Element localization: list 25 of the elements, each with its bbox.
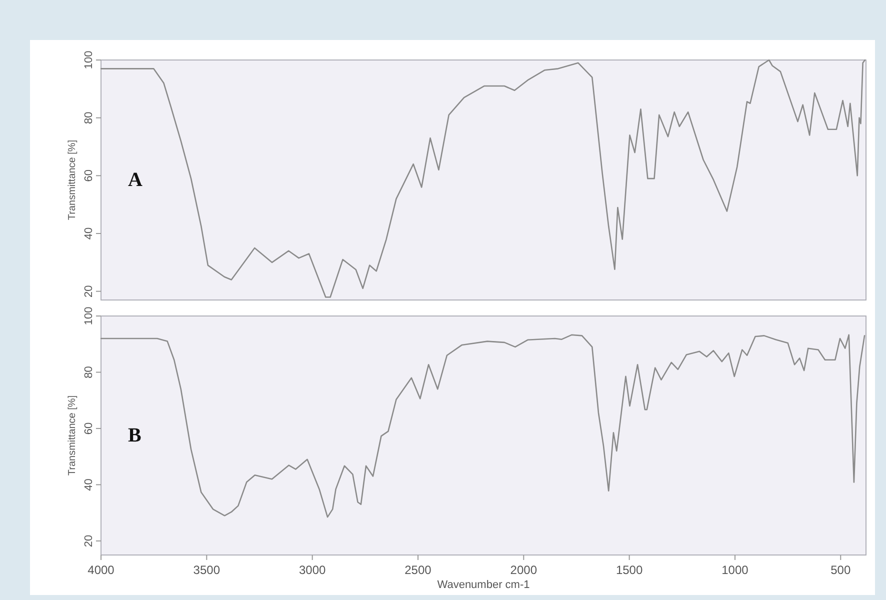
x-tick-label: 2500 [404, 563, 432, 577]
y-tick-label: 80 [83, 112, 95, 124]
y-tick-label: 40 [83, 227, 95, 240]
y-tick-label: 80 [83, 366, 95, 378]
y-tick-label: 100 [83, 306, 95, 326]
x-tick-label: 1500 [616, 563, 643, 577]
x-tick-label: 4000 [88, 563, 115, 577]
y-axis-title: Transmittance [%] [67, 140, 78, 220]
x-axis-title: Wavenumber cm-1 [437, 579, 530, 591]
y-tick-label: 100 [83, 50, 95, 70]
y-tick-label: 20 [83, 285, 95, 298]
annotation: A [128, 169, 143, 191]
y-axis-title: Transmittance [%] [67, 395, 78, 476]
annotation: B [128, 424, 142, 446]
y-tick-label: 20 [83, 534, 95, 548]
y-tick-label: 60 [83, 422, 95, 435]
line-series [100, 59, 866, 298]
x-tick-label: 3500 [193, 563, 220, 577]
line-series [100, 334, 866, 518]
y-tick-label: 40 [83, 478, 95, 491]
x-tick-label: 3000 [298, 563, 326, 577]
x-tick-label: 2000 [510, 563, 538, 577]
x-tick-label: 500 [830, 563, 851, 577]
y-tick-label: 60 [83, 170, 95, 182]
x-tick-label: 1000 [722, 563, 749, 577]
